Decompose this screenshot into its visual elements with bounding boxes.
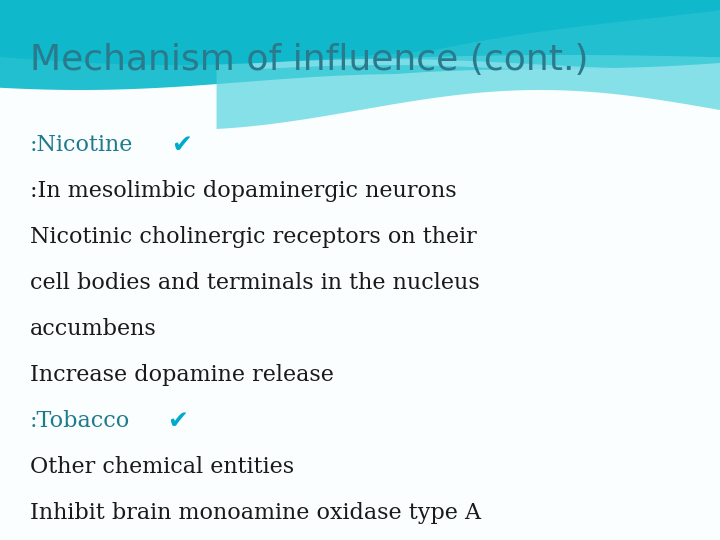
Text: :Nicotine: :Nicotine: [30, 134, 133, 156]
Polygon shape: [217, 55, 720, 129]
Text: Increase dopamine release: Increase dopamine release: [30, 364, 334, 386]
Text: Mechanism of influence (cont.): Mechanism of influence (cont.): [30, 43, 588, 77]
Text: cell bodies and terminals in the nucleus: cell bodies and terminals in the nucleus: [30, 272, 480, 294]
Text: Nicotinic cholinergic receptors on their: Nicotinic cholinergic receptors on their: [30, 226, 477, 248]
Polygon shape: [0, 0, 720, 65]
Text: Inhibit brain monoamine oxidase type A: Inhibit brain monoamine oxidase type A: [30, 502, 481, 524]
Text: :Tobacco: :Tobacco: [30, 410, 130, 432]
Text: :In mesolimbic dopaminergic neurons: :In mesolimbic dopaminergic neurons: [30, 180, 456, 202]
Text: Other chemical entities: Other chemical entities: [30, 456, 294, 478]
Polygon shape: [253, 59, 720, 75]
Text: ✔: ✔: [171, 133, 192, 157]
Text: ✔: ✔: [167, 409, 189, 433]
Text: accumbens: accumbens: [30, 318, 157, 340]
Polygon shape: [0, 0, 720, 90]
